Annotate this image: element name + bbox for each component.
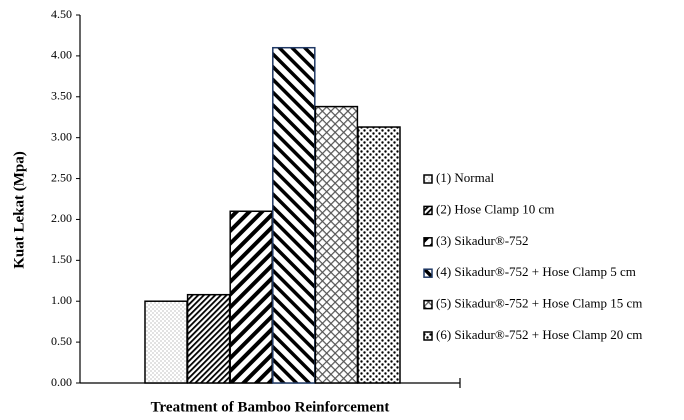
y-tick-label: 3.00 <box>51 129 72 143</box>
bar <box>186 293 231 384</box>
bar <box>357 126 401 384</box>
legend-label: (4) Sikadur®-752 + Hose Clamp 5 cm <box>436 264 636 279</box>
legend-label: (6) Sikadur®-752 + Hose Clamp 20 cm <box>436 327 642 342</box>
y-tick-label: 4.00 <box>51 48 72 62</box>
y-tick-label: 3.50 <box>51 89 72 103</box>
y-tick-label: 0.00 <box>51 375 72 389</box>
y-tick-label: 1.50 <box>51 252 72 266</box>
legend-label: (1) Normal <box>436 170 495 185</box>
y-tick-label: 4.50 <box>51 7 72 21</box>
y-tick-label: 1.00 <box>51 293 72 307</box>
legend-label: (3) Sikadur®-752 <box>436 233 529 248</box>
legend-swatch <box>423 205 433 216</box>
bar <box>229 210 273 384</box>
legend-swatch <box>423 174 433 184</box>
y-axis-title: Kuat Lekat (Mpa) <box>11 151 27 269</box>
y-tick-label: 2.00 <box>51 211 72 225</box>
legend-swatch <box>423 331 433 341</box>
y-tick-label: 2.50 <box>51 170 72 184</box>
bar <box>144 300 188 384</box>
legend-label: (5) Sikadur®-752 + Hose Clamp 15 cm <box>436 296 642 311</box>
legend-label: (2) Hose Clamp 10 cm <box>436 201 554 216</box>
bar <box>272 46 316 384</box>
legend-swatch <box>423 299 433 310</box>
legend-swatch <box>423 268 433 278</box>
bar <box>314 105 359 384</box>
y-tick-label: 0.50 <box>51 334 72 348</box>
x-axis-title: Treatment of Bamboo Reinforcement <box>151 399 390 415</box>
legend-swatch <box>423 237 433 247</box>
